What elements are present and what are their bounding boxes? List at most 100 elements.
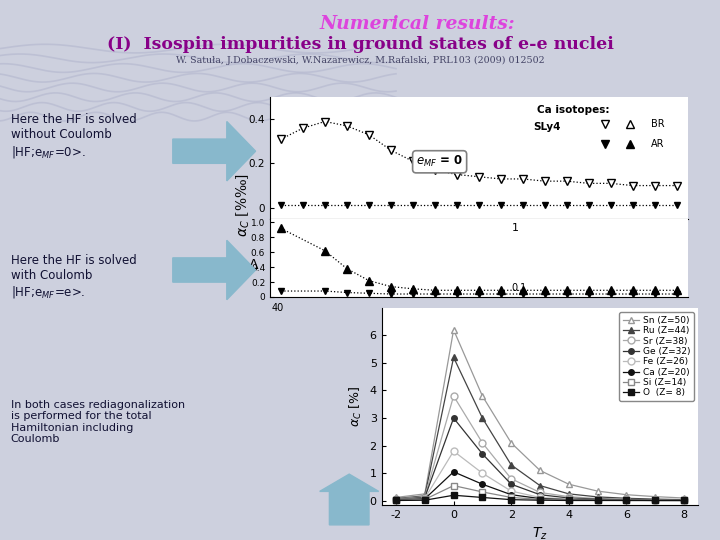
Sr (Z=38) [449,393,458,399]
Ge (Z=32) [593,496,602,502]
Si (Z=14) [536,496,544,503]
O  (Z= 8) [680,497,688,504]
Line: Ca (Z=20): Ca (Z=20) [393,469,687,503]
Legend: Sn (Z=50), Ru (Z=44), Sr (Z=38), Ge (Z=32), Fe (Z=26), Ca (Z=20), Si (Z=14), O  : Sn (Z=50), Ru (Z=44), Sr (Z=38), Ge (Z=3… [619,312,694,401]
Text: Numerical results:: Numerical results: [320,15,516,33]
Fe (Z=26) [420,495,429,502]
Line: Sr (Z=38): Sr (Z=38) [392,393,688,504]
Ru (Z=44) [420,492,429,499]
Ca (Z=20) [449,469,458,475]
Ca (Z=20) [478,481,487,488]
Sr (Z=38) [564,494,573,500]
Ru (Z=44) [593,494,602,500]
Text: $\Delta$: $\Delta$ [248,258,259,272]
Si (Z=14) [420,496,429,503]
Fe (Z=26) [622,497,631,503]
Line: Ru (Z=44): Ru (Z=44) [392,354,688,503]
Fe (Z=26) [680,497,688,504]
Ge (Z=32) [622,496,631,503]
Ru (Z=44) [680,496,688,503]
Fe (Z=26) [392,496,400,503]
Ge (Z=32) [392,496,400,503]
Y-axis label: $\alpha_C$ [%]: $\alpha_C$ [%] [348,386,364,427]
Ge (Z=32) [680,497,688,503]
Fe (Z=26) [651,497,660,503]
Ru (Z=44) [449,354,458,361]
Sr (Z=38) [507,476,516,482]
Ru (Z=44) [564,491,573,497]
Sr (Z=38) [593,495,602,502]
O  (Z= 8) [392,497,400,504]
O  (Z= 8) [449,492,458,498]
Text: 1: 1 [512,224,519,233]
Si (Z=14) [449,482,458,489]
Text: Here the HF is solved
without Coulomb
|HF;e$_{MF}$=0>.: Here the HF is solved without Coulomb |H… [11,113,137,160]
Si (Z=14) [507,494,516,501]
Si (Z=14) [392,497,400,503]
Sn (Z=50) [651,494,660,500]
Text: (I)  Isospin impurities in ground states of e-e nuclei: (I) Isospin impurities in ground states … [107,36,613,52]
Si (Z=14) [478,489,487,495]
Ca (Z=20) [622,497,631,503]
O  (Z= 8) [651,497,660,504]
Sn (Z=50) [478,393,487,399]
O  (Z= 8) [593,497,602,504]
Ca (Z=20) [651,497,660,504]
Ru (Z=44) [478,415,487,421]
Ge (Z=32) [536,491,544,498]
Text: $e_{MF}$ = 0: $e_{MF}$ = 0 [416,154,463,170]
Si (Z=14) [622,497,631,504]
Si (Z=14) [593,497,602,503]
Sn (Z=50) [622,491,631,498]
Line: Sn (Z=50): Sn (Z=50) [392,326,688,502]
Sn (Z=50) [420,491,429,497]
Ge (Z=32) [478,451,487,457]
Line: Si (Z=14): Si (Z=14) [392,482,688,504]
Sr (Z=38) [392,496,400,502]
O  (Z= 8) [507,496,516,503]
Sn (Z=50) [392,494,400,501]
Ru (Z=44) [507,462,516,468]
Ru (Z=44) [622,495,631,502]
O  (Z= 8) [564,497,573,504]
Ru (Z=44) [392,495,400,502]
Sr (Z=38) [680,497,688,503]
Ru (Z=44) [536,482,544,489]
Ca (Z=20) [564,496,573,503]
O  (Z= 8) [536,497,544,503]
Ca (Z=20) [593,497,602,503]
Sr (Z=38) [622,496,631,503]
Fe (Z=26) [564,496,573,502]
Sr (Z=38) [651,497,660,503]
O  (Z= 8) [420,497,429,503]
Sn (Z=50) [507,440,516,446]
Ge (Z=32) [507,481,516,488]
Text: In both cases rediagonalization
is performed for the total
Hamiltonian including: In both cases rediagonalization is perfo… [11,400,185,444]
Line: O  (Z= 8): O (Z= 8) [392,492,688,504]
Si (Z=14) [680,497,688,504]
Si (Z=14) [651,497,660,504]
Text: 40: 40 [271,303,284,314]
Sr (Z=38) [478,440,487,446]
Fe (Z=26) [593,496,602,503]
Text: W. Satuła, J.Dobaczewski, W.Nazarewicz, M.Rafalski, PRL103 (2009) 012502: W. Satuła, J.Dobaczewski, W.Nazarewicz, … [176,56,544,65]
Ge (Z=32) [420,494,429,501]
Ru (Z=44) [651,496,660,502]
Ca (Z=20) [420,496,429,502]
Fe (Z=26) [536,494,544,501]
X-axis label: $T_z$: $T_z$ [532,525,548,540]
Fe (Z=26) [507,488,516,494]
Ge (Z=32) [564,495,573,501]
Si (Z=14) [564,497,573,503]
Ca (Z=20) [680,497,688,504]
Ge (Z=32) [651,497,660,503]
O  (Z= 8) [478,494,487,501]
Sn (Z=50) [593,488,602,494]
Ge (Z=32) [449,415,458,421]
Sr (Z=38) [420,494,429,500]
Fe (Z=26) [478,470,487,476]
Ca (Z=20) [507,491,516,498]
Ca (Z=20) [536,495,544,502]
Sn (Z=50) [536,467,544,474]
Text: Here the HF is solved
with Coulomb
|HF;e$_{MF}$=e>.: Here the HF is solved with Coulomb |HF;e… [11,254,137,300]
